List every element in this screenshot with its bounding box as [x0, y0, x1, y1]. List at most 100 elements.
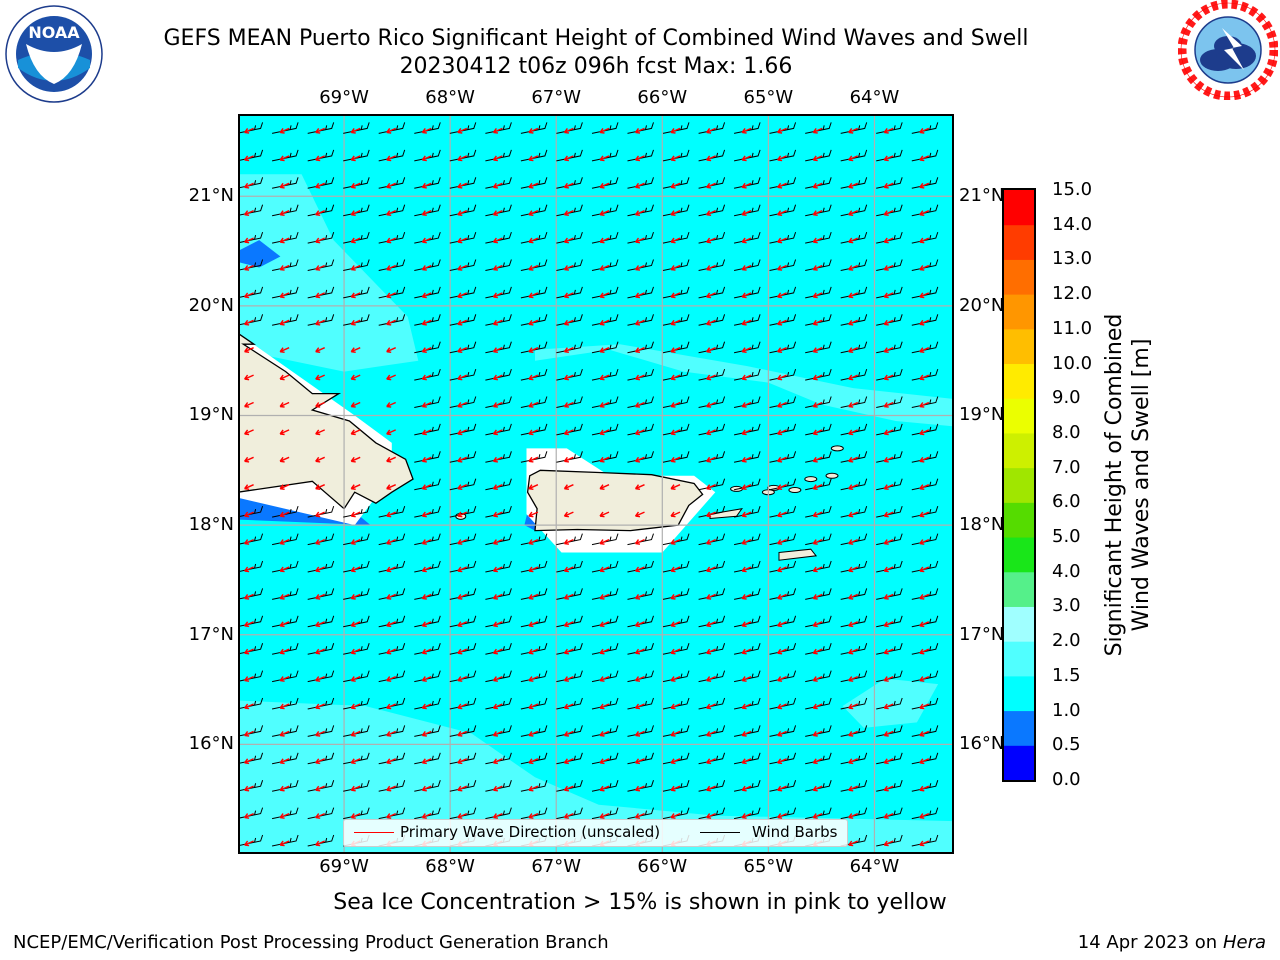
wave-arrow-242: [315, 456, 325, 463]
wave-arrow-350: [599, 593, 610, 600]
wave-arrow-138: [883, 292, 894, 299]
wave-arrow-257: [848, 456, 858, 463]
wave-arrow-76: [812, 210, 823, 216]
wave-arrow-13: [706, 127, 716, 134]
wave-arrow-267: [492, 484, 503, 490]
wave-arrow-496: [812, 785, 823, 792]
wave-arrow-395: [777, 648, 787, 655]
wave-arrow-449: [563, 730, 574, 737]
wave-arrow-371: [634, 621, 645, 628]
lon-tick-top-1: 68°W: [425, 87, 475, 108]
wave-arrow-162: [315, 347, 325, 353]
wave-arrow-29: [563, 155, 574, 162]
wave-direction-legend-icon: [354, 832, 394, 833]
wave-arrow-181: [279, 374, 290, 381]
wave-arrow-144: [386, 319, 396, 326]
wave-arrow-280: [244, 511, 254, 518]
wave-arrow-260: [244, 484, 254, 490]
wave-arrow-139: [919, 292, 930, 299]
wave-arrow-481: [279, 785, 290, 792]
colorbar-segment-11: [1004, 363, 1034, 399]
wave-arrow-361: [279, 621, 290, 628]
colorbar-label-5: 3.0: [1052, 595, 1081, 617]
lat-tick-left-5: 16°N: [188, 733, 234, 755]
wave-arrow-430: [599, 703, 610, 710]
wave-arrow-180: [244, 374, 254, 381]
wave-arrow-462: [315, 758, 325, 765]
wave-arrow-20: [244, 155, 254, 162]
wave-arrow-25: [421, 155, 432, 162]
wave-arrow-45: [421, 182, 432, 189]
wave-arrow-6: [457, 127, 468, 134]
wave-arrow-229: [563, 429, 574, 436]
lat-tick-left-4: 17°N: [188, 623, 234, 645]
wave-arrow-32: [670, 155, 681, 162]
wave-arrow-261: [279, 484, 290, 490]
wave-arrow-510: [599, 812, 610, 819]
colorbar-segment-5: [1004, 571, 1034, 607]
wave-arrow-299: [919, 511, 930, 518]
wave-arrow-53: [706, 182, 716, 189]
wave-arrow-502: [315, 812, 325, 819]
wave-arrow-169: [563, 347, 574, 353]
wave-arrow-160: [244, 347, 254, 353]
wave-arrow-288: [528, 511, 539, 518]
wave-arrow-16: [812, 127, 823, 134]
wave-arrow-484: [386, 785, 396, 792]
wave-arrow-312: [670, 538, 681, 545]
wave-arrow-440: [244, 730, 254, 737]
wave-arrow-311: [634, 538, 645, 545]
wave-arrow-506: [457, 812, 468, 819]
colorbar-label-11: 9.0: [1052, 387, 1081, 409]
wave-arrow-293: [706, 511, 716, 518]
wave-arrow-140: [244, 319, 254, 326]
wave-arrow-322: [315, 566, 325, 573]
wave-arrow-176: [812, 347, 823, 353]
wave-arrow-86: [457, 237, 468, 244]
wave-arrow-78: [883, 210, 894, 216]
wave-arrow-142: [315, 319, 325, 326]
wave-arrow-93: [706, 237, 716, 244]
wave-arrow-33: [706, 155, 716, 162]
wave-arrow-373: [706, 621, 716, 628]
lon-tick-bottom-3: 66°W: [637, 856, 688, 877]
wave-arrow-486: [457, 785, 468, 792]
wave-arrow-342: [315, 593, 325, 600]
wave-arrow-85: [421, 237, 432, 244]
wave-arrow-441: [279, 730, 290, 737]
wave-arrow-493: [706, 785, 716, 792]
wave-arrow-249: [563, 456, 574, 463]
wave-arrow-190: [599, 374, 610, 381]
wave-arrow-437: [848, 703, 858, 710]
wave-arrow-383: [350, 648, 361, 655]
wave-arrow-465: [421, 758, 432, 765]
wave-arrow-274: [741, 484, 752, 490]
wave-arrow-298: [883, 511, 894, 518]
wave-arrow-197: [848, 374, 858, 381]
wave-arrow-451: [634, 730, 645, 737]
wave-arrow-511: [634, 812, 645, 819]
wave-arrow-40: [244, 182, 254, 189]
wave-arrow-48: [528, 182, 539, 189]
wave-arrow-348: [528, 593, 539, 600]
lon-tick-top-5: 64°W: [849, 87, 900, 108]
colorbar-label-1: 0.5: [1052, 734, 1081, 756]
wave-arrow-225: [421, 429, 432, 436]
wave-arrow-154: [741, 319, 752, 326]
colorbar-label-10: 8.0: [1052, 421, 1081, 443]
wave-arrow-42: [315, 182, 325, 189]
wave-arrow-461: [279, 758, 290, 765]
wave-arrow-223: [350, 429, 361, 436]
colorbar-segment-8: [1004, 467, 1034, 503]
wave-arrow-255: [777, 456, 787, 463]
wave-arrow-58: [883, 182, 894, 189]
wave-arrow-353: [706, 593, 716, 600]
wave-arrow-352: [670, 593, 681, 600]
wave-arrow-475: [777, 758, 787, 765]
lon-tick-bottom-2: 67°W: [531, 856, 582, 877]
wave-arrow-500: [244, 812, 254, 819]
wave-arrow-222: [315, 429, 325, 436]
wave-arrow-256: [812, 456, 823, 463]
wave-arrow-64: [386, 210, 396, 216]
wave-arrow-398: [883, 648, 894, 655]
